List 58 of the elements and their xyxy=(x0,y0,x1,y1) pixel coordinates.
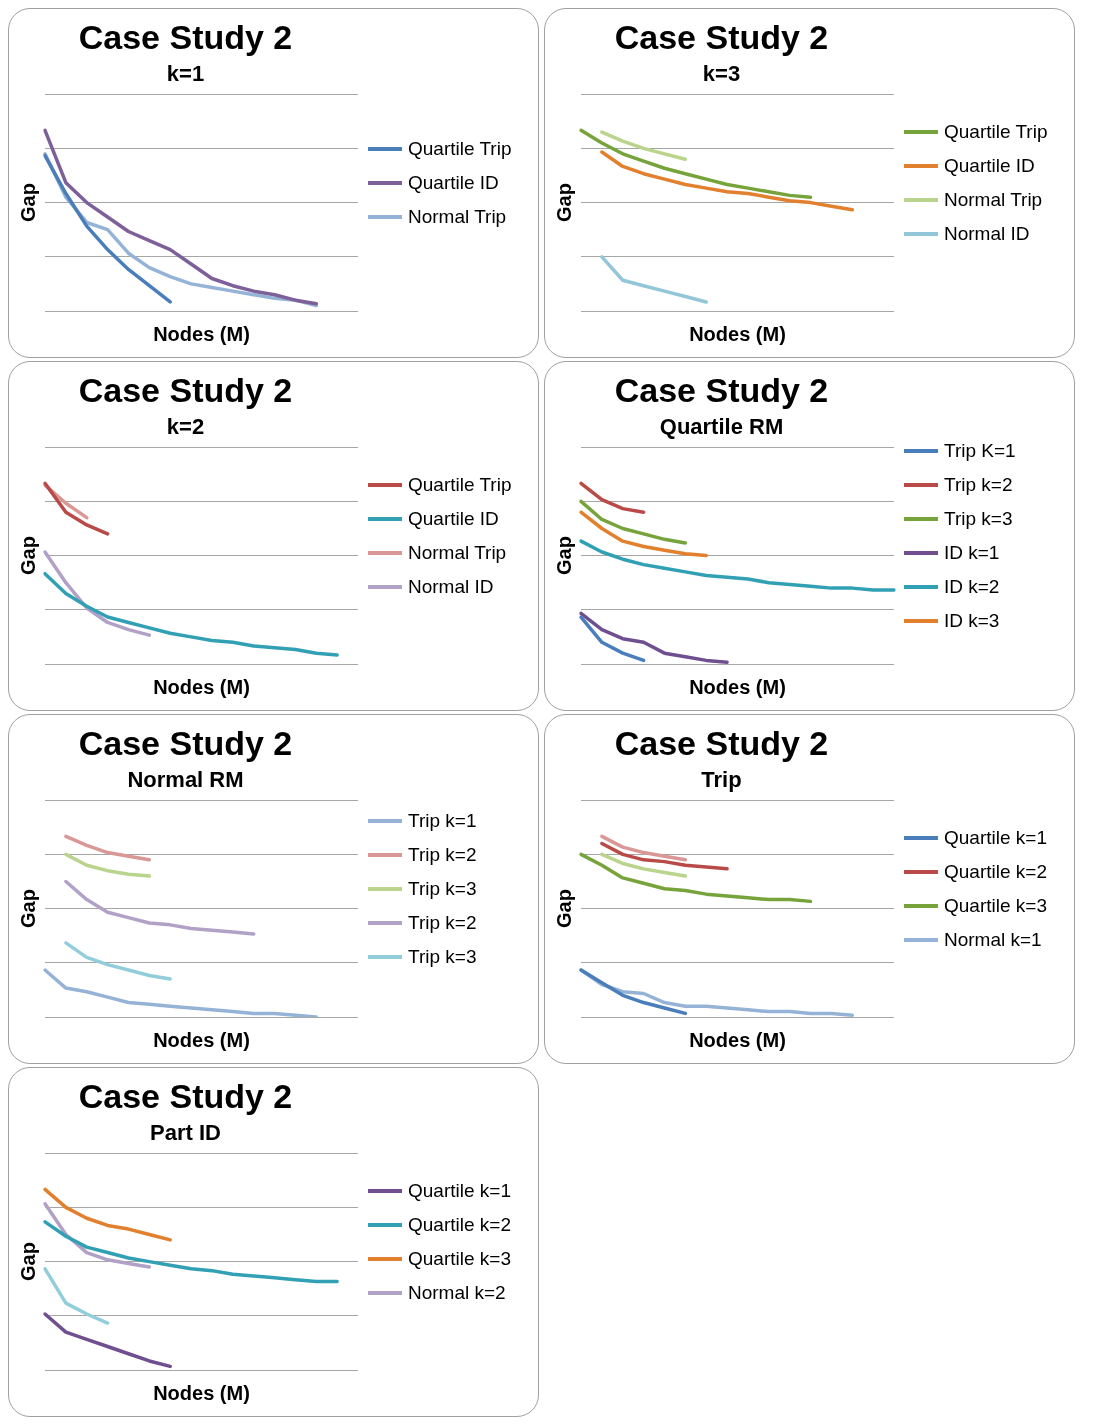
chart-title: Case Study 2 xyxy=(78,723,293,762)
legend-label: Quartile k=2 xyxy=(408,1213,512,1237)
y-axis-title: Gap xyxy=(16,183,39,223)
legend-label: ID k=3 xyxy=(944,609,1001,633)
chart-subtitle: k=1 xyxy=(166,61,205,87)
x-axis-title: Nodes (M) xyxy=(153,1381,250,1404)
legend-label: Trip K=1 xyxy=(944,439,1017,463)
legend-label: Quartile ID xyxy=(408,171,500,195)
chart-title: Case Study 2 xyxy=(614,370,829,409)
chart-title: Case Study 2 xyxy=(78,17,293,56)
legend-label: Trip k=3 xyxy=(944,507,1014,531)
legend-label: Trip k=3 xyxy=(408,877,478,901)
legend-label: Trip k=3 xyxy=(408,945,478,969)
legend-label: Normal Trip xyxy=(408,541,508,565)
x-axis-title: Nodes (M) xyxy=(689,322,786,345)
y-axis-title: Gap xyxy=(16,1242,39,1282)
legend-label: Normal Trip xyxy=(944,188,1044,212)
y-axis-title: Gap xyxy=(552,536,575,576)
legend-label: Quartile k=1 xyxy=(944,826,1048,850)
legend-label: Trip k=2 xyxy=(944,473,1014,497)
legend-label: Quartile Trip xyxy=(944,120,1049,144)
x-axis-title: Nodes (M) xyxy=(153,322,250,345)
chart-title: Case Study 2 xyxy=(78,370,293,409)
legend-label: Quartile k=1 xyxy=(408,1179,512,1203)
x-axis-title: Nodes (M) xyxy=(689,675,786,698)
legend-label: Normal ID xyxy=(944,222,1031,246)
legend-label: Trip k=1 xyxy=(408,809,478,833)
legend-label: Trip k=2 xyxy=(408,911,478,935)
y-axis-title: Gap xyxy=(552,183,575,223)
legend-label: Quartile k=3 xyxy=(408,1247,512,1271)
legend-label: Quartile k=3 xyxy=(944,894,1048,918)
chart-title: Case Study 2 xyxy=(614,723,829,762)
legend-label: Normal k=2 xyxy=(408,1281,507,1305)
legend-label: Normal ID xyxy=(408,575,495,599)
legend-label: Quartile ID xyxy=(944,154,1036,178)
legend-label: Quartile Trip xyxy=(408,137,513,161)
legend-label: Normal k=1 xyxy=(944,928,1043,952)
chart-title: Case Study 2 xyxy=(614,17,829,56)
legend-label: Normal Trip xyxy=(408,205,508,229)
x-axis-title: Nodes (M) xyxy=(153,675,250,698)
y-axis-title: Gap xyxy=(16,536,39,576)
chart-subtitle: Part ID xyxy=(150,1120,221,1146)
legend-label: Quartile k=2 xyxy=(944,860,1048,884)
chart-subtitle: Trip xyxy=(701,767,742,793)
legend-label: Quartile Trip xyxy=(408,473,513,497)
legend-label: ID k=2 xyxy=(944,575,1001,599)
legend-label: ID k=1 xyxy=(944,541,1001,565)
x-axis-title: Nodes (M) xyxy=(153,1028,250,1051)
chart-subtitle: Normal RM xyxy=(127,767,244,793)
chart-subtitle: k=2 xyxy=(166,414,205,440)
y-axis-title: Gap xyxy=(16,889,39,929)
legend-label: Quartile ID xyxy=(408,507,500,531)
chart-subtitle: k=3 xyxy=(702,61,741,87)
x-axis-title: Nodes (M) xyxy=(689,1028,786,1051)
chart-subtitle: Quartile RM xyxy=(659,414,784,440)
chart-title: Case Study 2 xyxy=(78,1076,293,1115)
y-axis-title: Gap xyxy=(552,889,575,929)
legend-label: Trip k=2 xyxy=(408,843,478,867)
